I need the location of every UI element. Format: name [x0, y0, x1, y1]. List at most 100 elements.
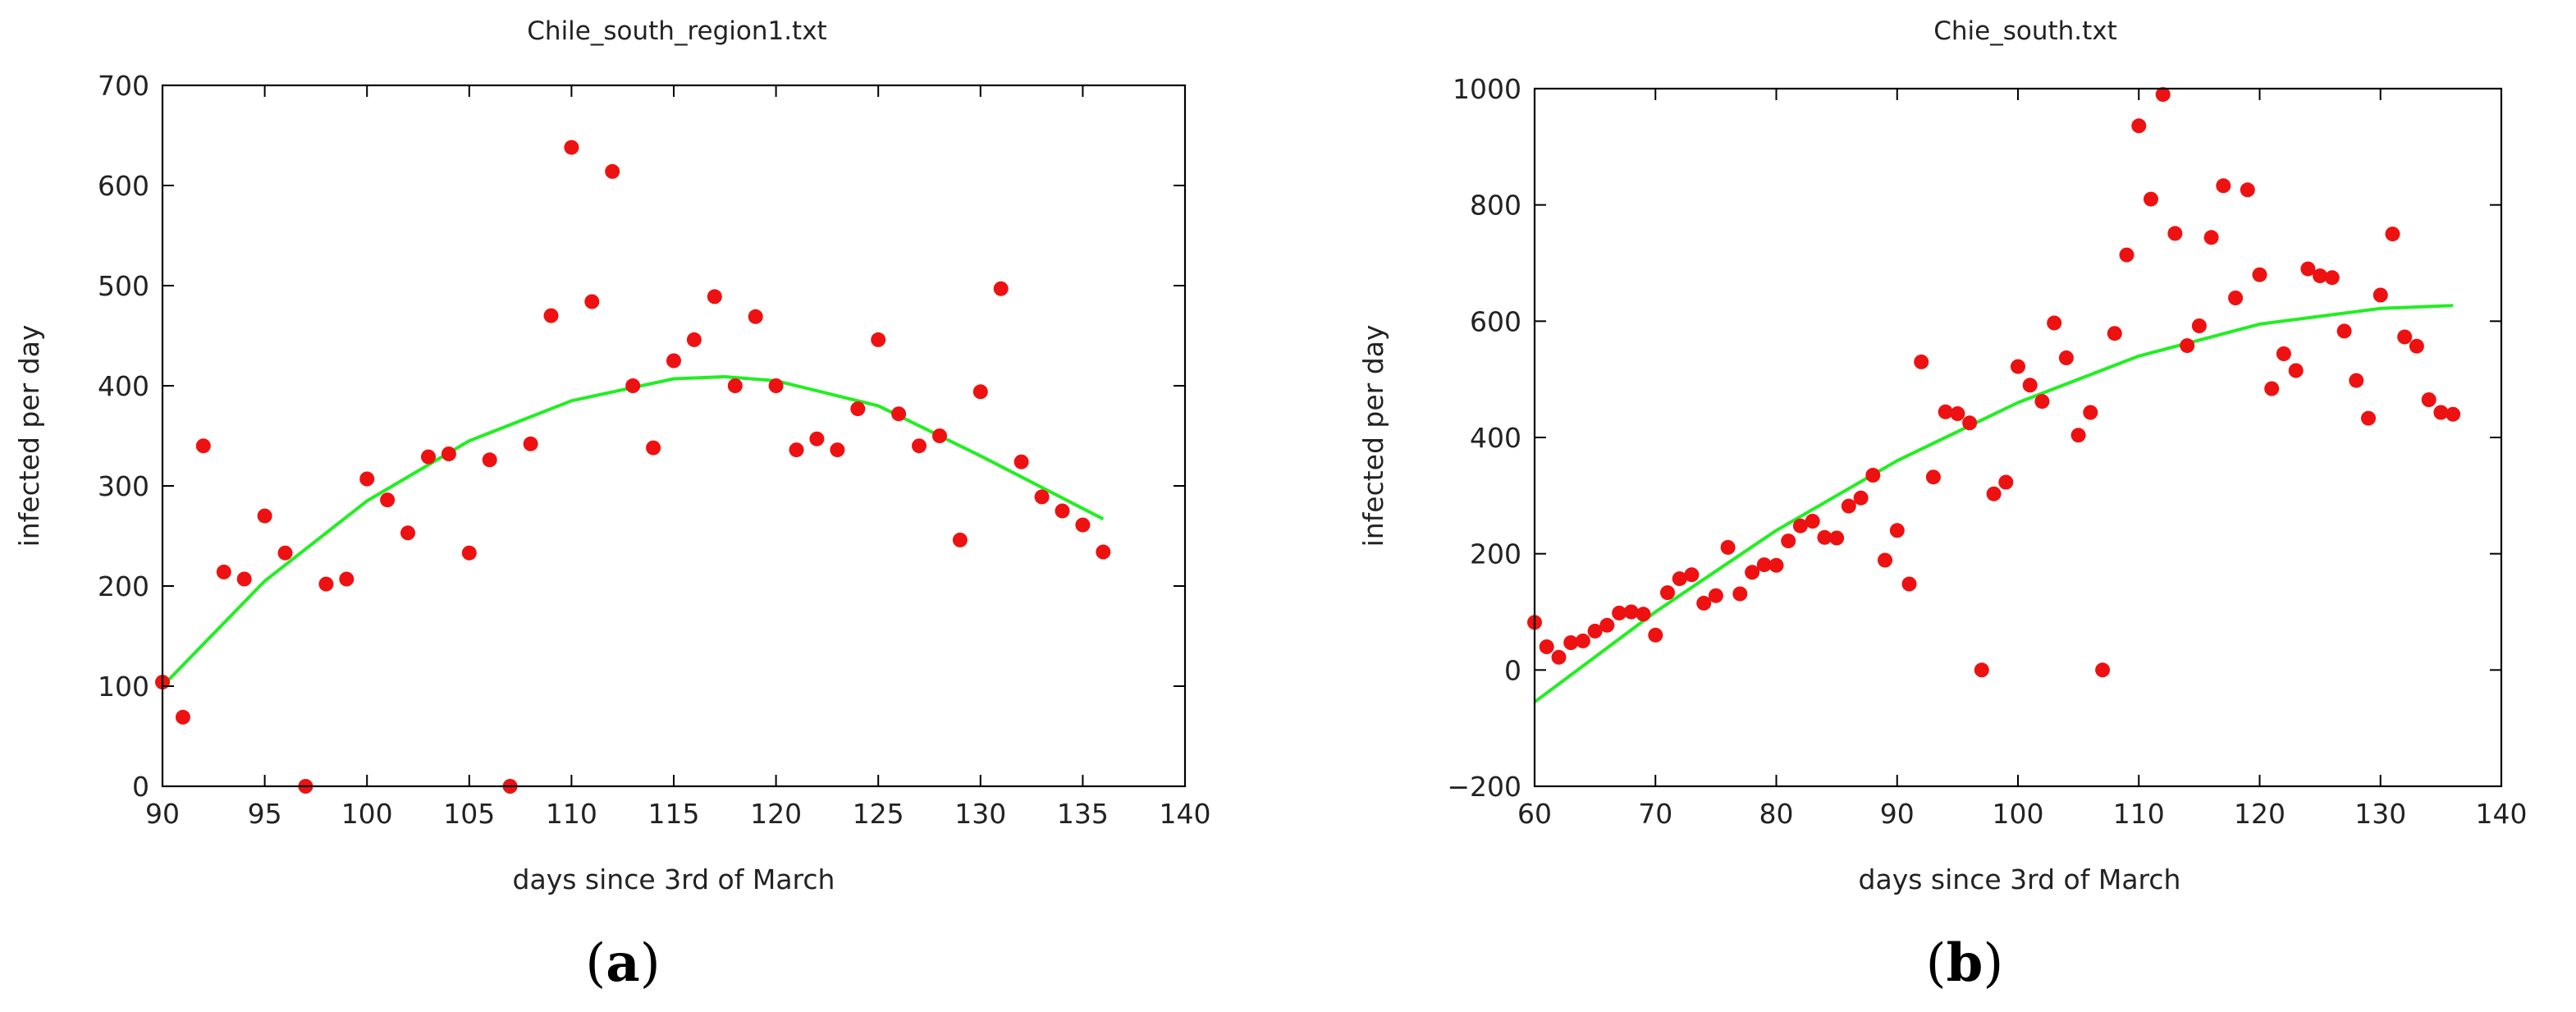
- data-point: [666, 353, 681, 369]
- data-point: [1563, 635, 1579, 650]
- data-point: [2155, 87, 2171, 103]
- data-point: [441, 446, 456, 461]
- y-tick-label: 0: [1504, 654, 1521, 686]
- data-point: [2397, 329, 2413, 345]
- data-point: [257, 508, 272, 524]
- chart-title: Chile_south_region1.txt: [527, 16, 826, 46]
- y-tick-label: 600: [98, 170, 149, 202]
- y-axis-ticks: −200 0 200 400 600 800 1000: [1447, 73, 2501, 803]
- y-tick-label: 200: [98, 570, 149, 602]
- data-point: [2252, 267, 2267, 282]
- x-tick-label: 110: [546, 798, 597, 830]
- data-point: [195, 438, 211, 454]
- data-point: [2034, 394, 2050, 410]
- data-point: [809, 431, 825, 446]
- x-tick-label: 120: [2234, 798, 2285, 830]
- data-point: [1013, 454, 1029, 469]
- data-point: [2022, 378, 2038, 393]
- y-tick-label: 100: [98, 671, 149, 703]
- data-point: [1805, 514, 1820, 529]
- x-tick-label: 110: [2113, 798, 2165, 830]
- data-point: [2240, 182, 2255, 198]
- data-point: [2095, 662, 2111, 678]
- data-point: [1648, 627, 1663, 643]
- y-tick-label: 400: [98, 370, 149, 402]
- data-point: [1623, 604, 1639, 620]
- data-point: [564, 140, 579, 155]
- data-point: [2288, 363, 2304, 378]
- data-point: [236, 571, 252, 587]
- x-tick-label: 130: [2354, 798, 2406, 830]
- data-point: [2228, 291, 2244, 305]
- data-point: [2047, 315, 2062, 331]
- data-point: [2446, 406, 2461, 422]
- panel-label-b: (b): [1926, 932, 2004, 994]
- data-point: [1587, 623, 1603, 639]
- data-point: [1986, 486, 2002, 501]
- data-point: [1901, 576, 1917, 592]
- data-point: [400, 525, 415, 541]
- x-tick-label: 60: [1517, 798, 1552, 830]
- x-tick-label: 120: [750, 798, 802, 830]
- x-tick-label: 125: [853, 798, 904, 830]
- data-point: [891, 406, 907, 422]
- x-tick-label: 105: [443, 798, 495, 830]
- data-point: [543, 308, 559, 323]
- data-point: [2216, 178, 2231, 194]
- data-point: [359, 471, 375, 487]
- data-point: [2119, 247, 2134, 263]
- chart-title: Chie_south.txt: [1933, 16, 2117, 46]
- data-point: [1539, 639, 1554, 654]
- data-point: [1732, 586, 1748, 602]
- data-point: [1974, 662, 1989, 678]
- fit-curve: [1533, 304, 2454, 703]
- fit-curve: [161, 375, 1105, 688]
- data-point: [2276, 346, 2291, 361]
- y-axis-label: infected per day: [1357, 325, 1389, 547]
- plot-frame: [161, 84, 1187, 788]
- data-point: [584, 294, 600, 309]
- data-point: [912, 438, 927, 454]
- data-point: [277, 545, 293, 561]
- x-tick-label: 140: [1160, 798, 1211, 830]
- data-point: [1708, 588, 1723, 603]
- plot-frame: [1533, 87, 2503, 788]
- data-point: [1055, 503, 1070, 519]
- data-point: [1841, 498, 1856, 514]
- data-point: [1817, 529, 1832, 545]
- data-point: [2131, 118, 2147, 134]
- data-point: [318, 576, 334, 592]
- y-tick-label: 800: [1470, 190, 1521, 222]
- x-axis-label: days since 3rd of March: [513, 863, 835, 895]
- data-point: [1551, 649, 1567, 665]
- data-point: [1575, 633, 1590, 648]
- data-point: [2191, 318, 2207, 333]
- data-point: [2180, 338, 2195, 354]
- data-point: [972, 384, 988, 400]
- data-point: [1075, 517, 1091, 533]
- chart-panel-b: Chie_south.txt 60 70 80 90 100 110 120 130 140 −…: [1357, 16, 2528, 994]
- data-point: [1612, 605, 1627, 620]
- data-point: [1938, 404, 1953, 419]
- data-point: [1889, 523, 1905, 538]
- panel-label-a: (a): [585, 932, 660, 994]
- data-point: [175, 709, 190, 725]
- fit-curve-layer: [1533, 304, 2454, 703]
- data-point: [1672, 571, 1687, 587]
- y-tick-label: 700: [98, 70, 149, 102]
- y-tick-label: 300: [98, 470, 149, 502]
- y-tick-label: 600: [1470, 305, 1521, 337]
- data-point: [482, 452, 497, 468]
- data-point: [1696, 595, 1712, 611]
- data-point: [1745, 565, 1760, 580]
- data-point: [1768, 557, 1784, 573]
- data-point: [850, 401, 866, 417]
- data-point: [1878, 552, 1892, 568]
- data-point: [2083, 405, 2098, 420]
- x-tick-label: 70: [1638, 798, 1672, 830]
- data-point: [707, 289, 722, 305]
- data-point: [2349, 373, 2364, 388]
- data-point: [1636, 607, 1651, 622]
- data-point: [2070, 428, 2086, 443]
